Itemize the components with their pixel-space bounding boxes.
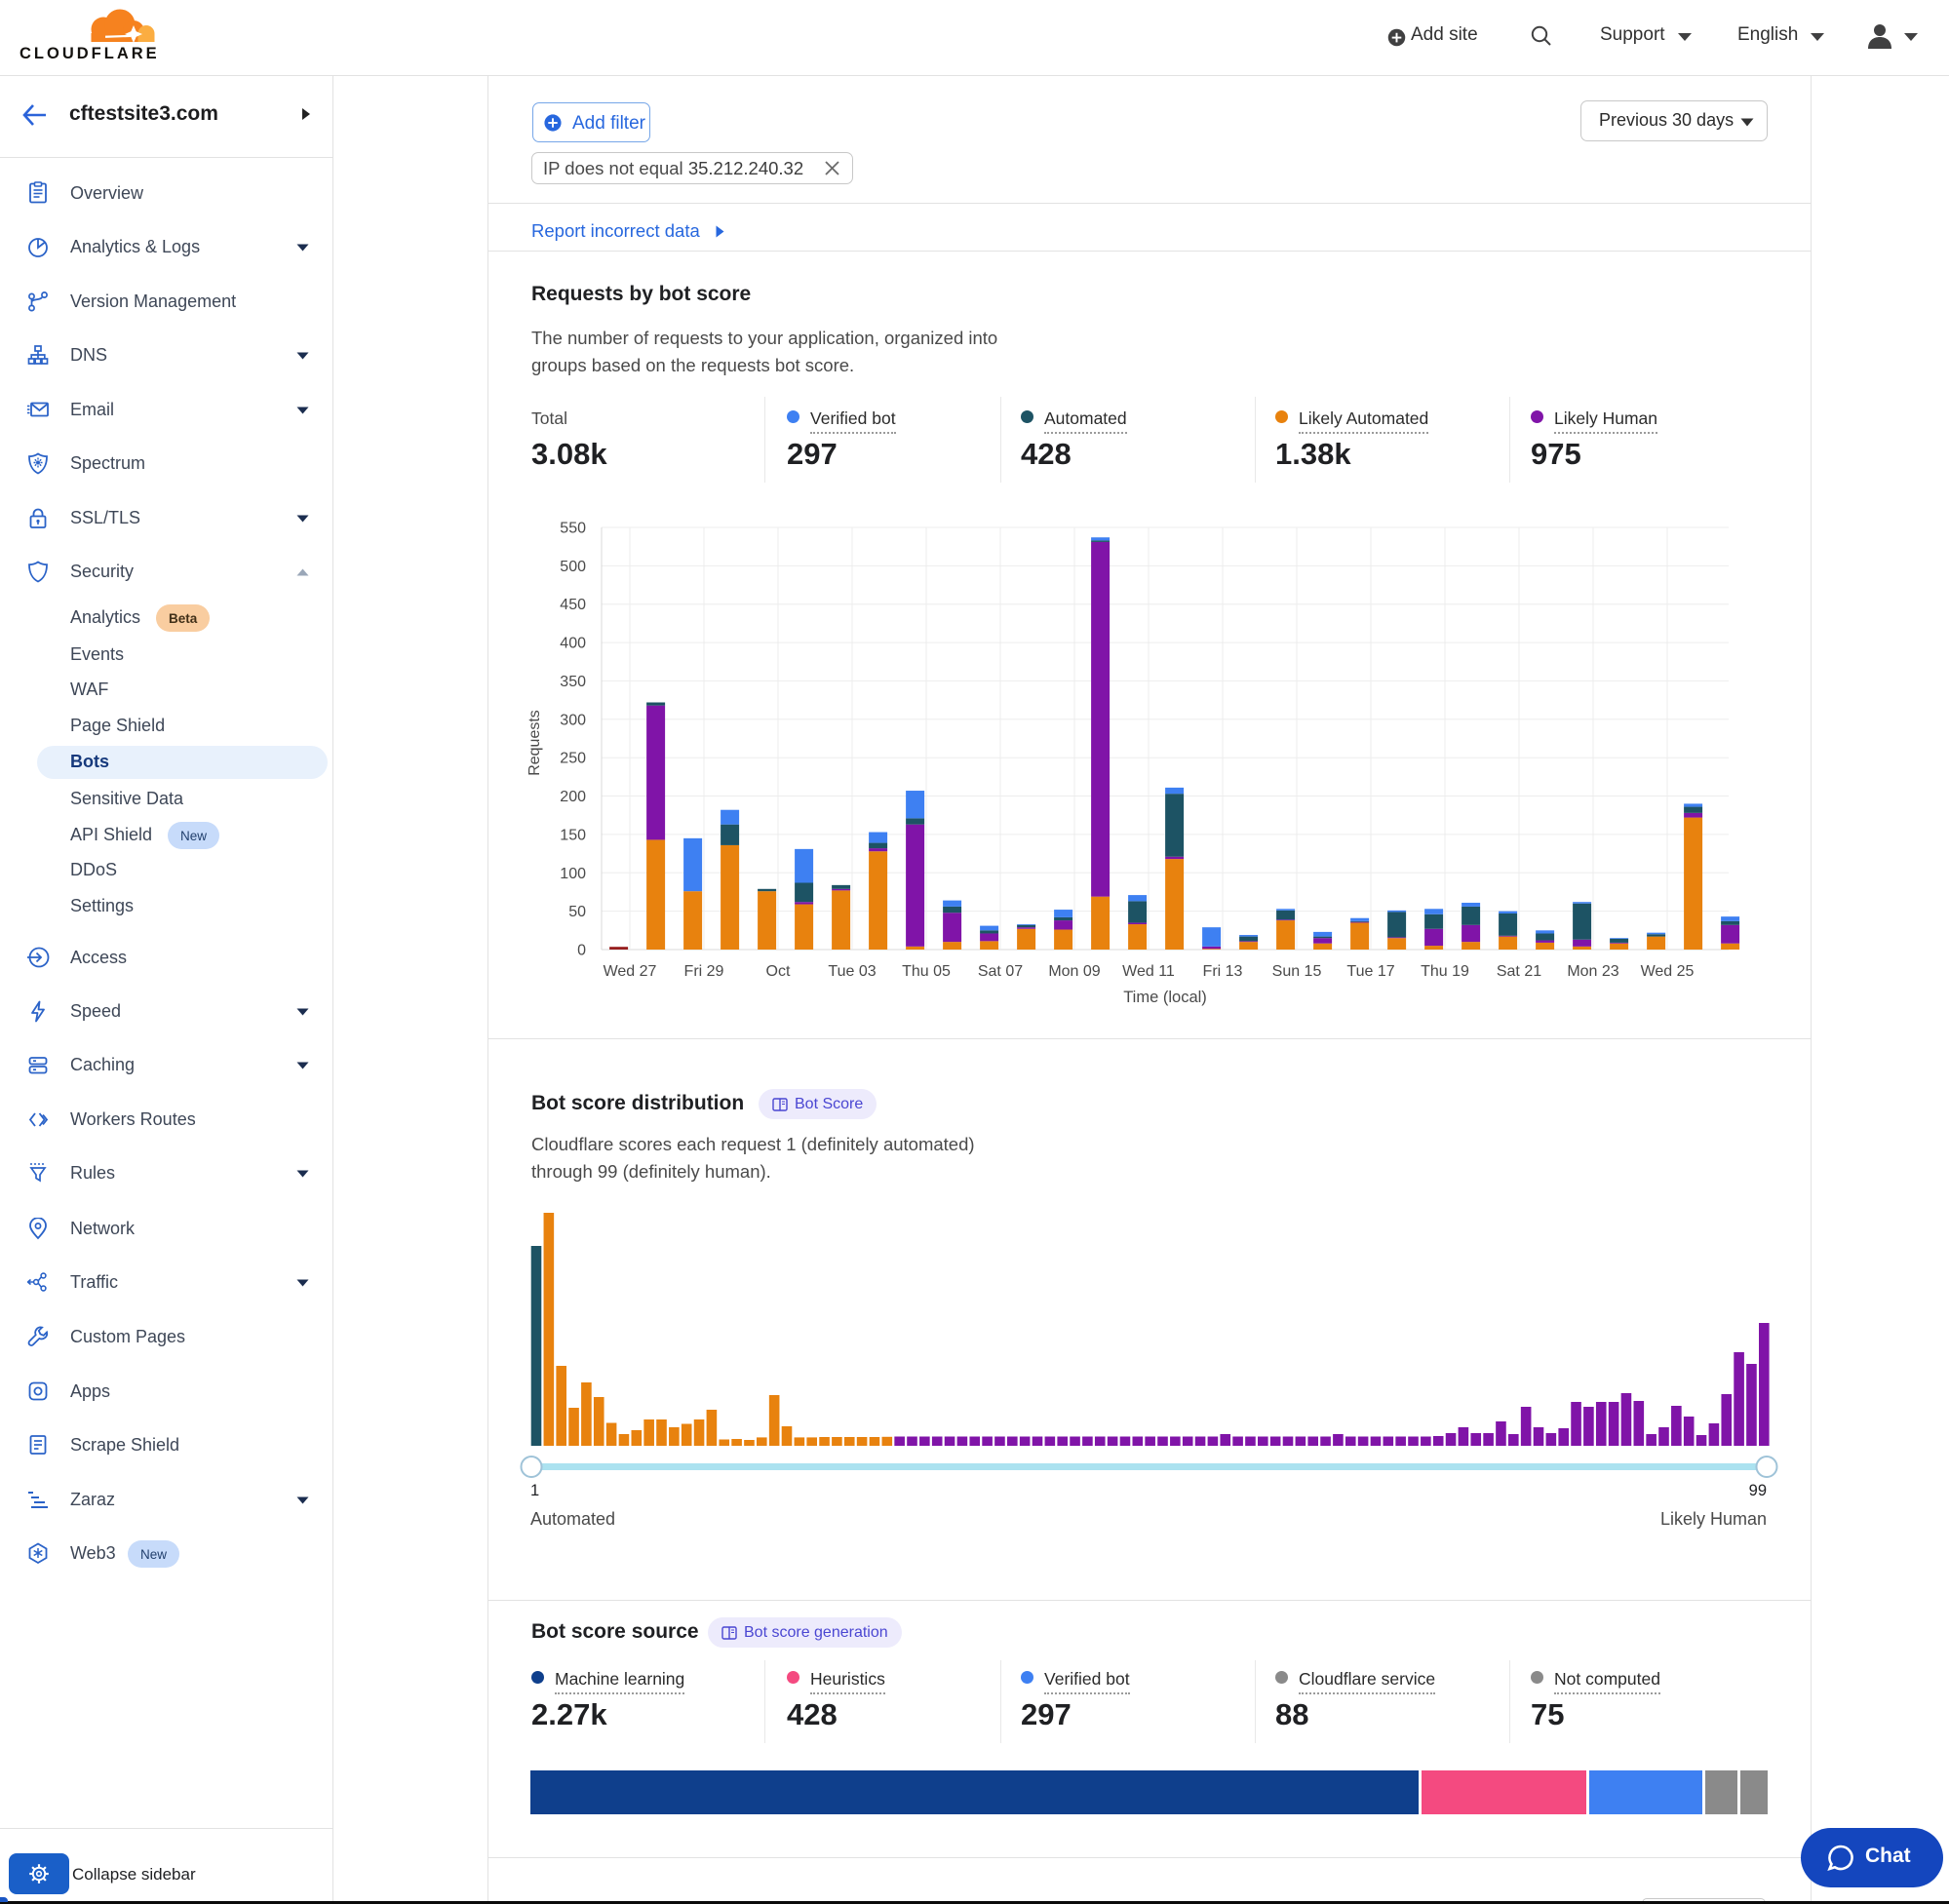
svg-text:Fri 29: Fri 29 — [684, 963, 724, 980]
svg-text:CLOUDFLARE: CLOUDFLARE — [19, 45, 160, 62]
svg-text:Wed 25: Wed 25 — [1641, 963, 1695, 980]
svg-text:300: 300 — [560, 712, 586, 728]
svg-text:450: 450 — [560, 597, 586, 613]
svg-text:150: 150 — [560, 827, 586, 843]
svg-text:Sat 21: Sat 21 — [1497, 963, 1541, 980]
svg-text:350: 350 — [560, 674, 586, 690]
svg-text:Wed 11: Wed 11 — [1122, 963, 1175, 980]
svg-text:500: 500 — [560, 559, 586, 575]
svg-text:Oct: Oct — [766, 963, 791, 980]
svg-text:Tue 03: Tue 03 — [828, 963, 876, 980]
svg-text:Wed 27: Wed 27 — [604, 963, 657, 980]
svg-text:Fri 13: Fri 13 — [1203, 963, 1243, 980]
svg-text:250: 250 — [560, 751, 586, 767]
svg-text:0: 0 — [577, 943, 586, 959]
svg-text:Sun 15: Sun 15 — [1272, 963, 1322, 980]
svg-text:50: 50 — [568, 904, 586, 920]
svg-text:400: 400 — [560, 636, 586, 652]
svg-text:550: 550 — [560, 521, 586, 537]
svg-text:100: 100 — [560, 866, 586, 882]
svg-text:Thu 05: Thu 05 — [902, 963, 951, 980]
svg-text:Requests: Requests — [526, 710, 543, 776]
svg-text:200: 200 — [560, 789, 586, 805]
svg-text:Time (local): Time (local) — [1123, 989, 1207, 1006]
svg-text:Tue 17: Tue 17 — [1346, 963, 1394, 980]
svg-text:Thu 19: Thu 19 — [1421, 963, 1469, 980]
svg-text:Mon 23: Mon 23 — [1567, 963, 1618, 980]
svg-text:Sat 07: Sat 07 — [978, 963, 1023, 980]
svg-text:Mon 09: Mon 09 — [1048, 963, 1100, 980]
